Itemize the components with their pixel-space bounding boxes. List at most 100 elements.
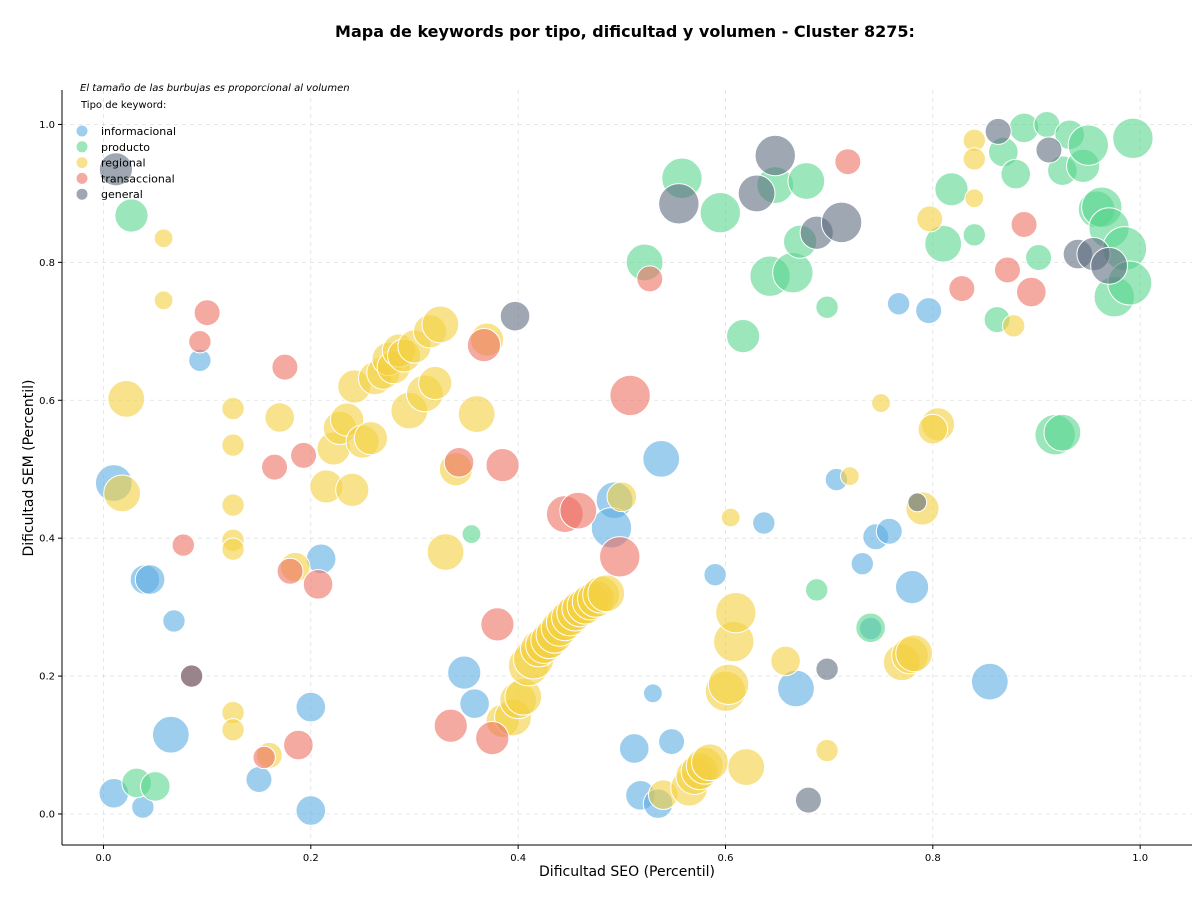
bubble-general bbox=[907, 492, 928, 513]
bubble-regional bbox=[264, 402, 296, 433]
bubble-informacional bbox=[875, 517, 903, 545]
x-tick-label: 0.8 bbox=[925, 853, 941, 864]
bubble-producto bbox=[1000, 158, 1032, 190]
bubble-regional bbox=[421, 305, 460, 344]
bubble-regional bbox=[153, 228, 174, 249]
bubble-producto bbox=[815, 295, 839, 319]
bubble-general bbox=[658, 183, 700, 225]
bubble-transaccional bbox=[993, 256, 1021, 284]
bubble-regional bbox=[426, 533, 465, 571]
bubble-producto bbox=[114, 198, 149, 233]
bubble-regional bbox=[587, 574, 626, 613]
bubble-transaccional bbox=[433, 708, 468, 743]
bubble-producto bbox=[805, 578, 829, 602]
bubble-regional bbox=[221, 493, 245, 517]
bubble-informacional bbox=[894, 570, 930, 605]
bubble-informacional bbox=[305, 543, 337, 575]
bubble-regional bbox=[871, 393, 891, 413]
legend-label-transaccional: transaccional bbox=[101, 172, 175, 185]
bubble-transaccional bbox=[480, 607, 515, 642]
bubble-regional bbox=[917, 413, 949, 445]
bubble-regional bbox=[353, 421, 389, 456]
bubble-informacional bbox=[915, 297, 943, 325]
bubble-regional bbox=[1001, 314, 1026, 338]
bubble-informacional bbox=[245, 765, 273, 793]
bubble-informacional bbox=[162, 609, 186, 633]
bubble-transaccional bbox=[193, 299, 221, 327]
bubble-regional bbox=[839, 466, 860, 487]
bubble-regional bbox=[335, 472, 370, 508]
x-tick-label: 0.2 bbox=[303, 853, 319, 864]
bubble-informacional bbox=[642, 439, 681, 478]
size-note: El tamaño de las burbujas es proporciona… bbox=[80, 83, 350, 94]
bubble-producto bbox=[699, 192, 742, 234]
y-axis-ticks: 0.0 0.2 0.4 0.6 0.8 1.0 bbox=[39, 120, 62, 820]
bubble-regional bbox=[221, 537, 245, 561]
bubble-regional bbox=[727, 748, 766, 786]
bubble-informacional bbox=[658, 728, 686, 756]
legend-label-regional: regional bbox=[101, 157, 146, 170]
bubble-informacional bbox=[752, 511, 776, 535]
bubble-transaccional bbox=[1010, 210, 1038, 238]
y-tick-label: 0.2 bbox=[39, 672, 55, 683]
bubble-regional bbox=[107, 379, 146, 418]
bubble-transaccional bbox=[171, 533, 195, 557]
y-tick-label: 1.0 bbox=[39, 120, 55, 131]
bubble-transaccional bbox=[276, 557, 304, 585]
bubble-producto bbox=[461, 524, 482, 544]
bubble-producto bbox=[772, 252, 814, 294]
bubble-regional bbox=[815, 738, 839, 763]
legend-label-producto: producto bbox=[101, 141, 150, 154]
bubble-informacional bbox=[134, 564, 166, 595]
bubble-transaccional bbox=[485, 447, 520, 483]
bubble-informacional bbox=[295, 691, 327, 723]
legend-marker-general bbox=[76, 188, 88, 200]
chart-title: Mapa de keywords por tipo, dificultad y … bbox=[335, 22, 915, 41]
y-axis-label: Dificultad SEM (Percentil) bbox=[21, 380, 37, 557]
bubble-transaccional bbox=[302, 569, 334, 600]
bubble-general bbox=[1035, 136, 1063, 164]
bubble-producto bbox=[1025, 244, 1053, 272]
x-axis-label: Dificultad SEO (Percentil) bbox=[539, 864, 715, 880]
bubble-informacional bbox=[151, 715, 190, 754]
bubble-producto bbox=[1067, 124, 1110, 166]
legend-marker-transaccional bbox=[76, 172, 88, 184]
bubble-transaccional bbox=[290, 441, 318, 469]
bubble-transaccional bbox=[559, 491, 598, 530]
bubble-regional bbox=[962, 147, 986, 171]
bubble-regional bbox=[221, 396, 245, 421]
legend-label-general: general bbox=[101, 188, 143, 201]
series-regional bbox=[103, 128, 1026, 810]
legend-label-informacional: informacional bbox=[101, 125, 176, 138]
bubble-transaccional bbox=[948, 275, 976, 303]
bubble-producto bbox=[1112, 117, 1154, 159]
bubble-regional bbox=[457, 395, 496, 433]
bubble-regional bbox=[895, 634, 934, 673]
bubble-producto bbox=[1043, 413, 1082, 452]
legend: informacional producto regional transaccion… bbox=[76, 125, 176, 201]
bubble-general bbox=[737, 174, 776, 213]
bubble-regional bbox=[720, 507, 741, 528]
bubble-transaccional bbox=[466, 328, 502, 363]
bubble-transaccional bbox=[443, 447, 475, 478]
bubble-transaccional bbox=[609, 374, 651, 417]
bubble-producto bbox=[962, 223, 986, 247]
bubble-producto bbox=[140, 771, 171, 802]
bubble-informacional bbox=[618, 733, 650, 764]
bubble-transaccional bbox=[599, 536, 641, 578]
bubble-general bbox=[794, 786, 822, 814]
bubble-regional bbox=[715, 591, 757, 634]
legend-marker-regional bbox=[76, 157, 88, 169]
x-tick-label: 0.0 bbox=[96, 853, 112, 864]
bubble-informacional bbox=[459, 688, 490, 719]
bubble-general bbox=[1090, 246, 1128, 285]
bubble-informacional bbox=[643, 683, 663, 704]
bubbles-layer bbox=[94, 110, 1154, 826]
bubble-regional bbox=[691, 743, 729, 782]
x-tick-label: 1.0 bbox=[1132, 853, 1148, 864]
series-transaccional bbox=[171, 148, 1047, 770]
bubble-informacional bbox=[703, 563, 727, 587]
legend-title: Tipo de keyword: bbox=[80, 100, 166, 111]
y-tick-label: 0.6 bbox=[39, 396, 55, 407]
legend-marker-informacional bbox=[76, 125, 88, 137]
